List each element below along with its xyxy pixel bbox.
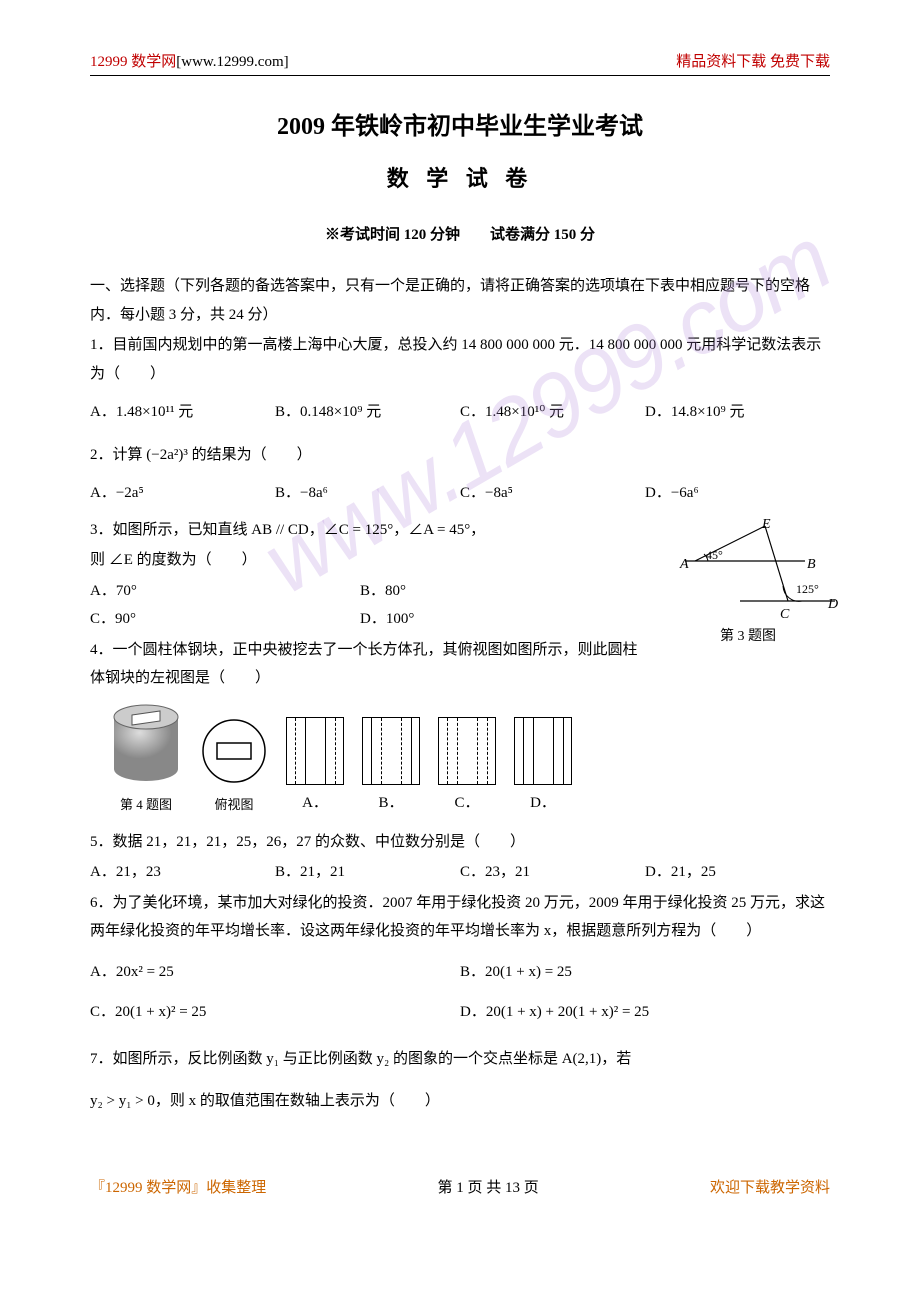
q4-opt-A: A． <box>286 717 344 818</box>
q6-options-row2: C．20(1 + x)² = 25 D．20(1 + x) + 20(1 + x… <box>90 998 830 1027</box>
q1-options: A．1.48×10¹¹ 元 B．0.148×10⁹ 元 C．1.48×10¹⁰ … <box>90 398 830 427</box>
page: www.12999.com 12999 数学网[www.12999.com] 精… <box>0 0 920 1237</box>
q6-options-row1: A．20x² = 25 B．20(1 + x) = 25 <box>90 958 830 987</box>
footer-mid: 第 1 页 共 13 页 <box>437 1176 538 1197</box>
title-sub: 数 学 试 卷 <box>90 161 830 193</box>
q3-text1: 3．如图所示，已知直线 AB // CD，∠C = 125°，∠A = 45°， <box>90 516 630 545</box>
q5-B: B．21，21 <box>275 858 460 887</box>
q4-text: 4．一个圆柱体钢块，正中央被挖去了一个长方体孔，其俯视图如图所示，则此圆柱体钢块… <box>90 636 650 693</box>
q3-label-A: A <box>680 552 689 579</box>
site-url: [www.12999.com] <box>176 54 288 70</box>
q3-angle-45: 45° <box>706 544 723 567</box>
q4-topview: 俯视图 <box>200 717 268 818</box>
q3-label-E: E <box>762 512 771 539</box>
header-right: 精品资料下载 免费下载 <box>676 50 830 71</box>
q6-C: C．20(1 + x)² = 25 <box>90 998 460 1027</box>
q3-label-D: D <box>828 592 838 619</box>
q6-D: D．20(1 + x) + 20(1 + x)² = 25 <box>460 998 830 1027</box>
q4-opt-D: D． <box>514 717 572 818</box>
q4-opt-B: B． <box>362 717 420 818</box>
q7-text1: 7．如图所示，反比例函数 y₁ 与正比例函数 y₂ 的图象的一个交点坐标是 A(… <box>90 1045 830 1074</box>
section1-intro: 一、选择题（下列各题的备选答案中，只有一个是正确的，请将正确答案的选项填在下表中… <box>90 272 830 329</box>
q4-C: C． <box>454 795 479 811</box>
q4-figures: 第 4 题图 俯视图 A． <box>110 701 830 818</box>
q3-caption: 第 3 题图 <box>720 624 776 651</box>
q4-D: D． <box>530 795 556 811</box>
q3-label-B: B <box>807 552 816 579</box>
body: 一、选择题（下列各题的备选答案中，只有一个是正确的，请将正确答案的选项填在下表中… <box>90 272 830 1116</box>
q5-options: A．21，23 B．21，21 C．23，21 D．21，25 <box>90 858 830 887</box>
q4-top-svg <box>200 717 268 785</box>
q4-B: B． <box>378 795 403 811</box>
q3-svg <box>680 516 840 621</box>
site-name: 12999 数学网 <box>90 54 176 70</box>
q5-A: A．21，23 <box>90 858 275 887</box>
q6-B: B．20(1 + x) = 25 <box>460 958 830 987</box>
q5-D: D．21，25 <box>645 858 830 887</box>
q3-text2: 则 ∠E 的度数为（ ） <box>90 546 630 575</box>
exam-info: ※考试时间 120 分钟 试卷满分 150 分 <box>90 223 830 244</box>
q1-D: D．14.8×10⁹ 元 <box>645 398 830 427</box>
q4-cyl-svg <box>110 701 182 785</box>
q1-C: C．1.48×10¹⁰ 元 <box>460 398 645 427</box>
q3-C: C．90° <box>90 605 360 634</box>
q2-text: 2．计算 (−2a²)³ 的结果为（ ） <box>90 441 830 470</box>
header: 12999 数学网[www.12999.com] 精品资料下载 免费下载 <box>90 50 830 71</box>
q2-A: A．−2a⁵ <box>90 479 275 508</box>
q3-label-C: C <box>780 602 789 629</box>
header-rule <box>90 75 830 76</box>
q2-options: A．−2a⁵ B．−8a⁶ C．−8a⁵ D．−6a⁶ <box>90 479 830 508</box>
q3-options-row1: A．70° B．80° <box>90 577 630 606</box>
q2-C: C．−8a⁵ <box>460 479 645 508</box>
q2-D: D．−6a⁶ <box>645 479 830 508</box>
q7-text2: y₂ > y₁ > 0，则 x 的取值范围在数轴上表示为（ ） <box>90 1087 830 1116</box>
q4-cyl-caption: 第 4 题图 <box>110 793 182 818</box>
q3-B: B．80° <box>360 577 630 606</box>
q1-text: 1．目前国内规划中的第一高楼上海中心大厦，总投入约 14 800 000 000… <box>90 331 830 388</box>
q3-D: D．100° <box>360 605 630 634</box>
q6-A: A．20x² = 25 <box>90 958 460 987</box>
q1-A: A．1.48×10¹¹ 元 <box>90 398 275 427</box>
q3-angle-125: 125° <box>796 578 819 601</box>
q4-top-caption: 俯视图 <box>200 793 268 818</box>
q3-options-row2: C．90° D．100° <box>90 605 630 634</box>
q2-B: B．−8a⁶ <box>275 479 460 508</box>
q5-C: C．23，21 <box>460 858 645 887</box>
q1-B: B．0.148×10⁹ 元 <box>275 398 460 427</box>
q3-wrap: 3．如图所示，已知直线 AB // CD，∠C = 125°，∠A = 45°，… <box>90 516 830 634</box>
header-left: 12999 数学网[www.12999.com] <box>90 50 289 71</box>
q3-figure: A B C D E 45° 125° 第 3 题图 <box>680 516 840 646</box>
q5-text: 5．数据 21，21，21，25，26，27 的众数、中位数分别是（ ） <box>90 828 830 857</box>
q6-text: 6．为了美化环境，某市加大对绿化的投资．2007 年用于绿化投资 20 万元，2… <box>90 889 830 946</box>
q4-A: A． <box>302 795 328 811</box>
q3-A: A．70° <box>90 577 360 606</box>
q4-opt-C: C． <box>438 717 496 818</box>
q4-cylinder: 第 4 题图 <box>110 701 182 818</box>
title-main: 2009 年铁岭市初中毕业生学业考试 <box>90 106 830 141</box>
footer-right: 欢迎下载教学资料 <box>710 1176 830 1197</box>
footer: 『12999 数学网』收集整理 第 1 页 共 13 页 欢迎下载教学资料 <box>90 1176 830 1197</box>
footer-left: 『12999 数学网』收集整理 <box>90 1176 266 1197</box>
